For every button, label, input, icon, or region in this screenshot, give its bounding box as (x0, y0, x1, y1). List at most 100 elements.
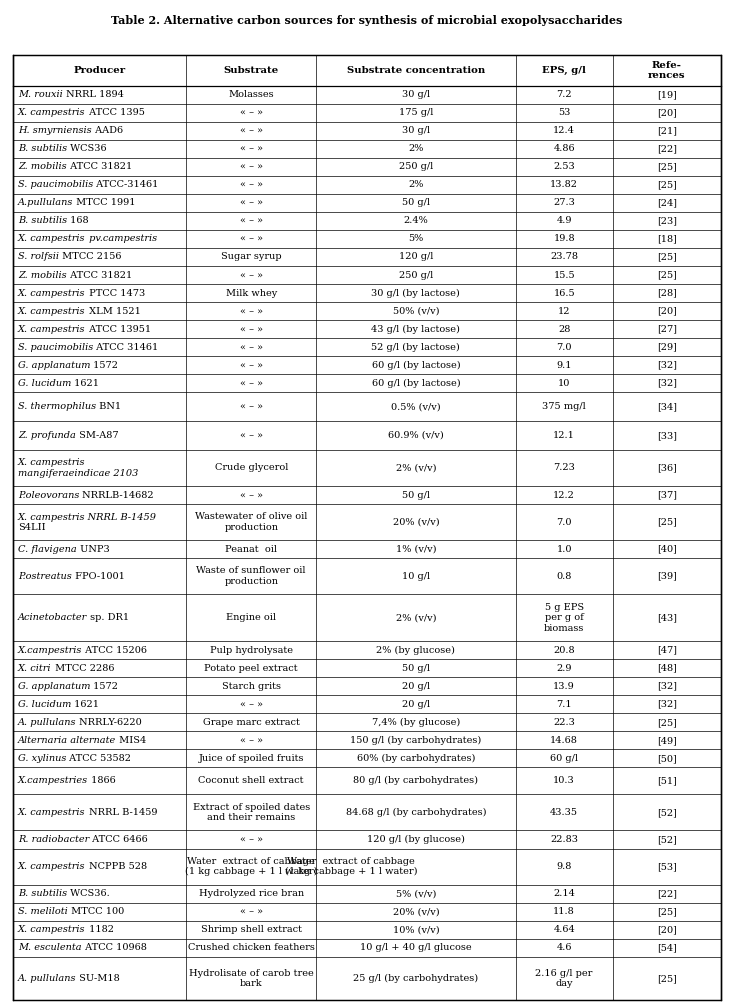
Text: « – »: « – » (240, 907, 262, 916)
Text: 2% (v/v): 2% (v/v) (396, 613, 436, 622)
Text: X.campestris: X.campestris (18, 646, 82, 654)
Text: S. meliloti: S. meliloti (18, 907, 68, 916)
Text: ATCC 10968: ATCC 10968 (82, 943, 147, 953)
Text: « – »: « – » (240, 199, 262, 208)
Text: [19]: [19] (657, 90, 677, 99)
Text: [32]: [32] (657, 361, 677, 370)
Text: 2.4%: 2.4% (403, 217, 428, 226)
Text: Producer: Producer (74, 66, 126, 75)
Text: 30 g/l: 30 g/l (402, 126, 430, 135)
Text: sp. DR1: sp. DR1 (87, 613, 129, 622)
Text: 14.68: 14.68 (550, 736, 578, 745)
Text: M. esculenta: M. esculenta (18, 943, 82, 953)
Text: 50 g/l: 50 g/l (402, 199, 430, 208)
Text: 20 g/l: 20 g/l (402, 700, 430, 709)
Text: 60 g/l: 60 g/l (550, 754, 578, 763)
Text: ATCC 1395: ATCC 1395 (85, 108, 144, 117)
Text: MTCC 100: MTCC 100 (68, 907, 124, 916)
Text: B. subtilis: B. subtilis (18, 889, 67, 898)
Text: [32]: [32] (657, 681, 677, 690)
Text: X. campestris: X. campestris (18, 459, 85, 468)
Text: [34]: [34] (657, 402, 677, 411)
Text: Pulp hydrolysate: Pulp hydrolysate (210, 646, 293, 654)
Text: [29]: [29] (657, 343, 677, 352)
Text: Grape marc extract: Grape marc extract (203, 718, 300, 727)
Text: X. campestris: X. campestris (18, 325, 85, 334)
Text: 22.83: 22.83 (550, 835, 578, 844)
Text: « – »: « – » (240, 162, 262, 171)
Text: [25]: [25] (657, 907, 677, 916)
Text: 1182: 1182 (85, 925, 114, 934)
Text: X. campestris: X. campestris (18, 808, 85, 816)
Text: 20% (v/v): 20% (v/v) (392, 907, 439, 916)
Text: 7.0: 7.0 (556, 343, 572, 352)
Text: Water  extract of cabbage
(1 kg cabbage + 1 l water): Water extract of cabbage (1 kg cabbage +… (185, 857, 318, 876)
Text: Alternaria alternate: Alternaria alternate (18, 736, 116, 745)
Text: « – »: « – » (240, 144, 262, 153)
Text: Milk whey: Milk whey (225, 288, 277, 297)
Text: « – »: « – » (240, 217, 262, 226)
Text: 7.23: 7.23 (553, 464, 575, 473)
Text: Engine oil: Engine oil (226, 613, 276, 622)
Text: Potato peel extract: Potato peel extract (204, 663, 298, 672)
Text: NRRLB-14682: NRRLB-14682 (79, 491, 154, 500)
Text: [27]: [27] (657, 325, 677, 334)
Text: X. campestris: X. campestris (18, 925, 85, 934)
Text: Molasses: Molasses (228, 90, 274, 99)
Text: 52 g/l (by lactose): 52 g/l (by lactose) (372, 343, 460, 352)
Text: Wastewater of olive oil
production: Wastewater of olive oil production (195, 512, 308, 532)
Text: M. rouxii: M. rouxii (18, 90, 63, 99)
Text: FPO-1001: FPO-1001 (71, 572, 125, 581)
Text: 60% (by carbohydrates): 60% (by carbohydrates) (356, 754, 475, 763)
Text: S. rolfsii: S. rolfsii (18, 252, 59, 261)
Text: [28]: [28] (657, 288, 677, 297)
Text: MTCC 2286: MTCC 2286 (52, 663, 114, 672)
Text: X. campestris: X. campestris (18, 108, 85, 117)
Text: [43]: [43] (657, 613, 677, 622)
Text: « – »: « – » (240, 379, 262, 388)
Text: Hydrolyzed rice bran: Hydrolyzed rice bran (199, 889, 304, 898)
Text: [23]: [23] (657, 217, 677, 226)
Text: A.pullulans: A.pullulans (18, 199, 74, 208)
Text: 53: 53 (558, 108, 570, 117)
Text: ATCC 31461: ATCC 31461 (93, 343, 158, 352)
Text: 10: 10 (558, 379, 570, 388)
Text: 12.2: 12.2 (553, 491, 575, 500)
Text: NRRLY-6220: NRRLY-6220 (77, 718, 142, 727)
Text: H. smyrniensis: H. smyrniensis (18, 126, 92, 135)
Text: 2% (v/v): 2% (v/v) (396, 464, 436, 473)
Text: [37]: [37] (657, 491, 677, 500)
Text: ATCC 31821: ATCC 31821 (66, 270, 132, 279)
Text: 20.8: 20.8 (553, 646, 575, 654)
Text: 19.8: 19.8 (553, 235, 575, 244)
Text: Extract of spoiled dates
and their remains: Extract of spoiled dates and their remai… (192, 802, 310, 823)
Text: SU-M18: SU-M18 (77, 974, 120, 983)
Text: Juice of spoiled fruits: Juice of spoiled fruits (198, 754, 304, 763)
Text: Crushed chicken feathers: Crushed chicken feathers (188, 943, 315, 953)
Text: 5% (v/v): 5% (v/v) (396, 889, 436, 898)
Text: « – »: « – » (240, 491, 262, 500)
Text: EPS, g/l: EPS, g/l (542, 66, 586, 75)
Text: « – »: « – » (240, 431, 262, 440)
Text: X. campestris: X. campestris (18, 235, 85, 244)
Text: « – »: « – » (240, 325, 262, 334)
Text: X. campestris NRRL B-1459: X. campestris NRRL B-1459 (18, 512, 157, 521)
Text: X.campestries: X.campestries (18, 776, 88, 785)
Text: [47]: [47] (657, 646, 677, 654)
Text: [20]: [20] (657, 108, 677, 117)
Text: B. subtilis: B. subtilis (18, 217, 67, 226)
Text: 22.3: 22.3 (553, 718, 575, 727)
Text: WCS36.: WCS36. (67, 889, 110, 898)
Text: [39]: [39] (657, 572, 677, 581)
Text: 120 g/l: 120 g/l (399, 252, 433, 261)
Text: 2.53: 2.53 (553, 162, 575, 171)
Text: 27.3: 27.3 (553, 199, 575, 208)
Text: 60 g/l (by lactose): 60 g/l (by lactose) (372, 361, 460, 370)
Text: « – »: « – » (240, 108, 262, 117)
Text: 60.9% (v/v): 60.9% (v/v) (388, 431, 444, 440)
Text: 250 g/l: 250 g/l (399, 270, 433, 279)
Text: [32]: [32] (657, 700, 677, 709)
Text: G. applanatum: G. applanatum (18, 681, 90, 690)
Text: 2.9: 2.9 (556, 663, 572, 672)
Text: « – »: « – » (240, 235, 262, 244)
